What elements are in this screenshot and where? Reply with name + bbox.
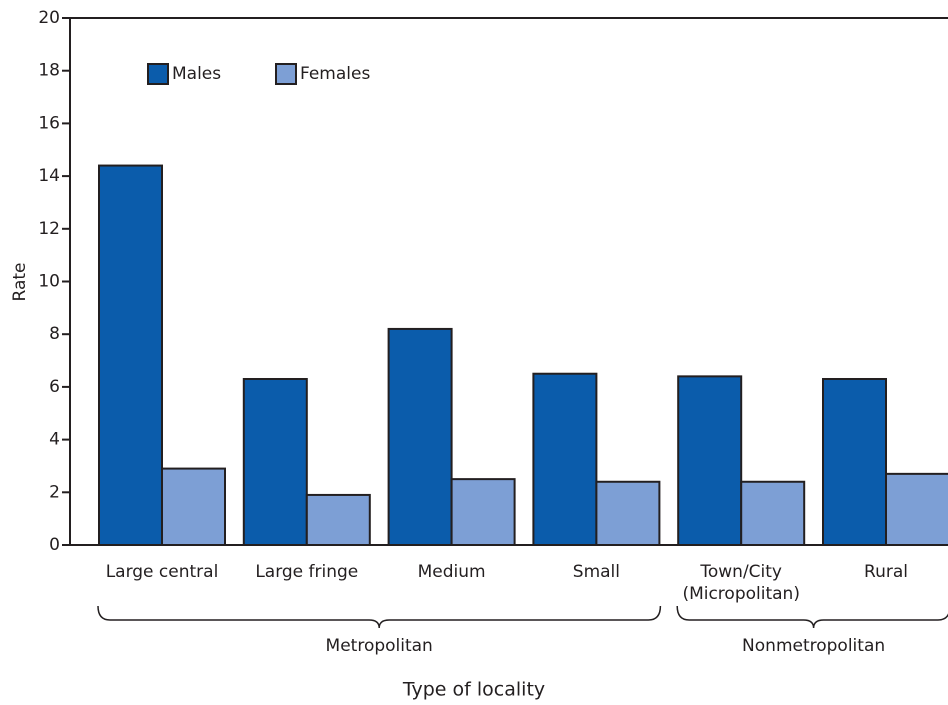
bar xyxy=(305,493,371,546)
legend-swatch xyxy=(147,63,169,85)
y-tick-label: 18 xyxy=(38,61,60,81)
x-tick-label: Large fringe xyxy=(255,562,358,582)
x-tick-label: Large central xyxy=(106,562,219,582)
y-tick-label: 16 xyxy=(38,113,60,133)
y-tick-label: 8 xyxy=(49,324,60,344)
group-brace xyxy=(97,605,662,629)
bar xyxy=(885,472,948,547)
legend-label: Females xyxy=(300,64,370,84)
x-axis-title: Type of locality xyxy=(402,679,545,701)
y-tick-label: 2 xyxy=(49,482,60,502)
y-tick-label: 10 xyxy=(38,272,60,292)
bar xyxy=(595,480,661,547)
bar xyxy=(740,480,806,547)
bar xyxy=(677,375,743,546)
x-tick-label: Town/City (Micropolitan) xyxy=(682,562,800,604)
legend-label: Males xyxy=(172,64,221,84)
y-tick-label: 4 xyxy=(49,430,60,450)
bar xyxy=(98,164,163,546)
y-tick-label: 14 xyxy=(38,166,60,186)
y-tick-label: 12 xyxy=(38,219,60,239)
y-tick-label: 6 xyxy=(49,377,60,397)
group-brace xyxy=(676,605,948,629)
x-tick-label: Medium xyxy=(418,562,486,582)
group-label: Nonmetropolitan xyxy=(742,636,885,656)
group-label: Metropolitan xyxy=(326,636,433,656)
bar xyxy=(532,372,598,546)
y-axis-title: Rate xyxy=(10,263,30,302)
legend-swatch xyxy=(275,63,297,85)
x-tick-label: Rural xyxy=(864,562,908,582)
y-tick-label: 0 xyxy=(49,535,60,555)
bar xyxy=(822,377,887,546)
bar xyxy=(387,327,453,546)
bar xyxy=(161,467,226,546)
y-tick-label: 20 xyxy=(38,8,60,28)
bar xyxy=(242,377,308,546)
bar xyxy=(450,478,516,546)
x-tick-label: Small xyxy=(573,562,620,582)
